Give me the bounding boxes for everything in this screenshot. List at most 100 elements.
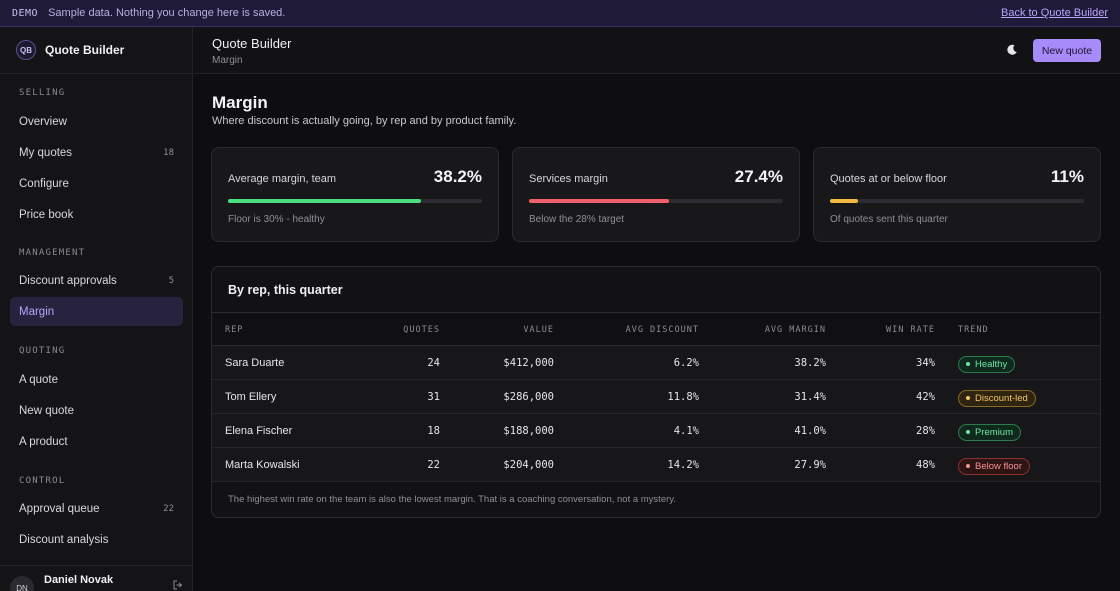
status-badge: Premium	[958, 423, 1022, 441]
cell-trend: Discount-led	[958, 380, 1036, 414]
col-header-avg-margin[interactable]: AVG MARGIN	[764, 325, 826, 335]
metric-label: Quotes at or below floor	[830, 173, 947, 185]
sidebar-item-margin[interactable]: Margin	[10, 297, 183, 326]
cell-avg-discount: 6.2%	[673, 357, 699, 369]
cell-rep: Tom Ellery	[225, 391, 277, 403]
cell-rep: Marta Kowalski	[225, 459, 300, 471]
col-header-avg-discount[interactable]: AVG DISCOUNT	[625, 325, 699, 335]
table-row[interactable]: Elena Fischer 18 $188,000 4.1% 41.0% 28%…	[212, 414, 1100, 448]
cell-value: $204,000	[503, 459, 554, 471]
main-content: Margin Where discount is actually going,…	[194, 74, 1120, 591]
sidebar-item-label: A quote	[19, 373, 59, 386]
sidebar-item-label: Discount approvals	[19, 274, 117, 287]
breadcrumb: Margin	[212, 55, 243, 66]
col-header-quotes[interactable]: QUOTES	[403, 325, 440, 335]
col-header-trend[interactable]: TREND	[958, 325, 989, 335]
sidebar-item-label: Configure	[19, 177, 69, 190]
status-badge: Healthy	[958, 355, 1016, 373]
page-title: Margin	[212, 93, 268, 112]
sidebar-item-label: Discount analysis	[19, 533, 109, 546]
demo-banner: DEMO Sample data. Nothing you change her…	[0, 0, 1120, 27]
cell-trend: Below floor	[958, 448, 1030, 482]
metric-value: 11%	[1050, 167, 1084, 186]
sidebar-item-label: Approval queue	[19, 502, 100, 515]
page-subtitle: Where discount is actually going, by rep…	[212, 115, 517, 127]
sidebar-item-label: A product	[19, 435, 68, 448]
top-bar: Quote Builder Margin New quote	[194, 27, 1120, 74]
cell-quotes: 24	[427, 357, 440, 369]
cell-avg-margin: 38.2%	[794, 357, 826, 369]
demo-tag: DEMO	[12, 7, 39, 19]
sidebar-item-discount-approvals[interactable]: Discount approvals 5	[10, 266, 183, 295]
status-dot	[966, 362, 970, 366]
nav-section-quoting: QUOTING A quote New quote A product	[0, 343, 193, 456]
status-dot	[966, 396, 970, 400]
cell-trend: Premium	[958, 414, 1022, 448]
metric-label: Services margin	[529, 173, 608, 185]
metric-value: 27.4%	[734, 167, 783, 186]
moon-icon[interactable]	[1005, 43, 1019, 57]
sidebar-item-overview[interactable]: Overview	[10, 107, 183, 136]
user-name: Daniel Novak	[44, 574, 114, 586]
table-title: By rep, this quarter	[228, 283, 343, 297]
metric-card-below-floor: Quotes at or below floor 11% Of quotes s…	[813, 147, 1101, 242]
sidebar-item-approval-queue[interactable]: Approval queue 22	[10, 494, 183, 523]
cell-quotes: 18	[427, 425, 440, 437]
progress-fill	[228, 199, 422, 203]
col-header-win-rate[interactable]: WIN RATE	[886, 325, 935, 335]
sidebar-item-count: 5	[168, 275, 174, 286]
demo-message: Sample data. Nothing you change here is …	[48, 7, 286, 19]
status-dot	[966, 464, 970, 468]
metric-value: 38.2%	[433, 167, 482, 186]
cell-quotes: 22	[427, 459, 440, 471]
table-row[interactable]: Sara Duarte 24 $412,000 6.2% 38.2% 34% H…	[212, 346, 1100, 380]
sidebar-item-a-quote[interactable]: A quote	[10, 365, 183, 394]
col-header-rep[interactable]: REP	[225, 325, 244, 335]
cell-quotes: 31	[427, 391, 440, 403]
status-label: Below floor	[975, 460, 1022, 472]
progress-fill	[529, 199, 669, 203]
status-label: Premium	[975, 426, 1014, 438]
cell-avg-discount: 11.8%	[667, 391, 699, 403]
sidebar: QB Quote Builder SELLING Overview My quo…	[0, 27, 193, 591]
sidebar-item-a-product[interactable]: A product	[10, 427, 183, 456]
sidebar-item-my-quotes[interactable]: My quotes 18	[10, 138, 183, 167]
sidebar-item-label: My quotes	[19, 146, 73, 159]
sidebar-item-price-book[interactable]: Price book	[10, 200, 183, 229]
cell-rep: Elena Fischer	[225, 425, 293, 437]
sidebar-item-new-quote[interactable]: New quote	[10, 396, 183, 425]
app-title: Quote Builder	[212, 36, 292, 51]
cell-avg-margin: 41.0%	[794, 425, 826, 437]
cell-avg-margin: 31.4%	[794, 391, 826, 403]
avatar: DN	[10, 576, 34, 591]
progress-track	[830, 199, 1084, 203]
nav-section-management: MANAGEMENT Discount approvals 5 Margin	[0, 245, 193, 326]
new-quote-button[interactable]: New quote	[1033, 39, 1101, 62]
section-label: CONTROL	[19, 476, 66, 486]
user-profile[interactable]: DN Daniel Novak	[0, 565, 193, 591]
cell-value: $286,000	[503, 391, 554, 403]
back-to-quote-builder-link[interactable]: Back to Quote Builder	[1000, 7, 1108, 19]
cell-win-rate: 42%	[916, 391, 935, 403]
sign-out-icon[interactable]	[173, 580, 183, 591]
sidebar-item-label: Overview	[19, 115, 67, 128]
col-header-value[interactable]: VALUE	[523, 325, 554, 335]
sidebar-item-label: Price book	[19, 208, 74, 221]
progress-track	[228, 199, 482, 203]
brand[interactable]: QB Quote Builder	[0, 27, 192, 74]
table-row[interactable]: Marta Kowalski 22 $204,000 14.2% 27.9% 4…	[212, 448, 1100, 482]
metric-card-services-margin: Services margin 27.4% Below the 28% targ…	[512, 147, 800, 242]
status-label: Discount-led	[975, 392, 1028, 404]
cell-win-rate: 28%	[916, 425, 935, 437]
brand-name: Quote Builder	[45, 43, 125, 57]
table-header-row: REP QUOTES VALUE AVG DISCOUNT AVG MARGIN…	[212, 312, 1100, 346]
cell-avg-discount: 4.1%	[673, 425, 699, 437]
sidebar-item-discount-analysis[interactable]: Discount analysis	[10, 525, 183, 554]
sidebar-item-label: New quote	[19, 404, 74, 417]
table-row[interactable]: Tom Ellery 31 $286,000 11.8% 31.4% 42% D…	[212, 380, 1100, 414]
table-footnote: The highest win rate on the team is also…	[228, 494, 676, 505]
metric-label: Average margin, team	[228, 173, 337, 185]
sidebar-item-configure[interactable]: Configure	[10, 169, 183, 198]
metric-note: Floor is 30% - healthy	[228, 214, 325, 225]
metric-note: Of quotes sent this quarter	[830, 214, 948, 225]
